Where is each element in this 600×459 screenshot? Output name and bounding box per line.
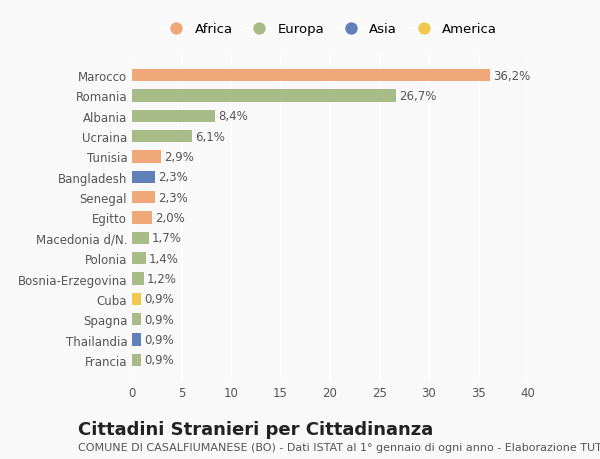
Text: Cittadini Stranieri per Cittadinanza: Cittadini Stranieri per Cittadinanza [78, 420, 433, 438]
Bar [132, 171, 155, 184]
Text: COMUNE DI CASALFIUMANESE (BO) - Dati ISTAT al 1° gennaio di ogni anno - Elaboraz: COMUNE DI CASALFIUMANESE (BO) - Dati IST… [78, 442, 600, 452]
Text: 1,7%: 1,7% [152, 232, 182, 245]
Bar [132, 354, 141, 366]
Bar [132, 232, 149, 244]
Bar [132, 252, 146, 265]
Text: 36,2%: 36,2% [493, 69, 530, 83]
Text: 1,2%: 1,2% [147, 272, 177, 285]
Bar [132, 90, 397, 102]
Bar [132, 273, 144, 285]
Text: 6,1%: 6,1% [196, 130, 225, 143]
Bar [132, 334, 141, 346]
Text: 8,4%: 8,4% [218, 110, 248, 123]
Text: 2,3%: 2,3% [158, 191, 187, 204]
Text: 26,7%: 26,7% [400, 90, 437, 103]
Bar [132, 70, 490, 82]
Text: 0,9%: 0,9% [144, 313, 173, 326]
Bar [132, 111, 215, 123]
Bar [132, 212, 152, 224]
Text: 1,4%: 1,4% [149, 252, 179, 265]
Bar [132, 293, 141, 305]
Text: 0,9%: 0,9% [144, 333, 173, 346]
Text: 2,9%: 2,9% [164, 151, 194, 164]
Legend: Africa, Europa, Asia, America: Africa, Europa, Asia, America [159, 19, 501, 40]
Text: 0,9%: 0,9% [144, 353, 173, 367]
Bar [132, 313, 141, 325]
Text: 2,0%: 2,0% [155, 212, 185, 224]
Bar [132, 151, 161, 163]
Bar [132, 131, 193, 143]
Text: 2,3%: 2,3% [158, 171, 187, 184]
Bar [132, 192, 155, 204]
Text: 0,9%: 0,9% [144, 293, 173, 306]
